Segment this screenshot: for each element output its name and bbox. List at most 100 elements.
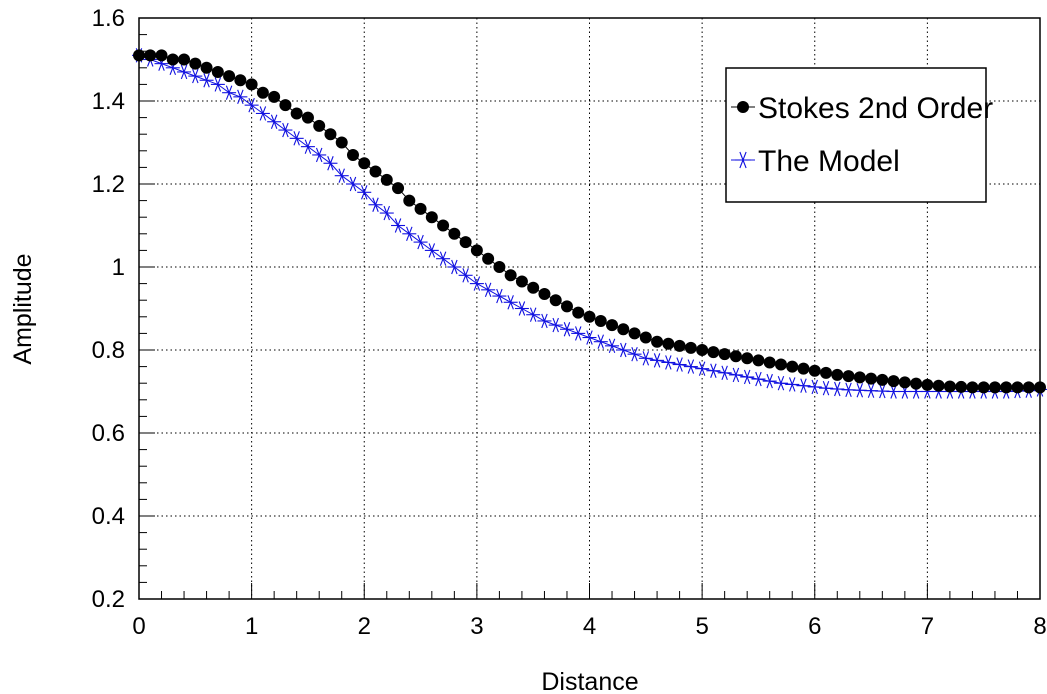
- asterisk-stroke: [755, 371, 762, 387]
- asterisk-stroke: [766, 373, 773, 389]
- asterisk-stroke: [518, 301, 526, 316]
- x-tick-label: 7: [921, 613, 934, 640]
- point-stokes: [729, 350, 742, 363]
- point-stokes: [977, 381, 990, 394]
- point-stokes: [639, 331, 652, 344]
- point-stokes: [583, 310, 596, 323]
- asterisk-stroke: [743, 369, 751, 385]
- series-stokes: [133, 49, 1046, 394]
- asterisk-stroke: [417, 234, 424, 250]
- point-model: [593, 334, 608, 349]
- point-model: [391, 218, 406, 233]
- point-stokes: [346, 148, 359, 161]
- asterisk-stroke: [259, 106, 267, 121]
- point-model: [503, 295, 518, 310]
- point-stokes: [144, 49, 157, 62]
- point-stokes: [301, 111, 314, 124]
- asterisk-stroke: [856, 383, 864, 398]
- point-stokes: [797, 362, 810, 375]
- point-model: [706, 363, 721, 378]
- point-stokes: [887, 375, 900, 388]
- point-model: [210, 77, 225, 92]
- point-stokes: [786, 360, 799, 373]
- point-model: [526, 307, 541, 322]
- point-model: [785, 377, 800, 392]
- x-tick-label: 2: [358, 613, 371, 640]
- point-stokes: [774, 358, 787, 371]
- asterisk-stroke: [879, 383, 886, 399]
- point-stokes: [684, 341, 697, 354]
- asterisk-stroke: [608, 338, 616, 354]
- asterisk-stroke: [473, 276, 481, 291]
- asterisk-stroke: [496, 288, 503, 304]
- asterisk-stroke: [248, 97, 255, 113]
- point-stokes: [133, 49, 145, 62]
- y-tick-label: 1.4: [92, 88, 125, 115]
- asterisk-stroke: [788, 377, 796, 392]
- point-stokes: [155, 49, 168, 62]
- point-model: [683, 359, 698, 374]
- point-stokes: [414, 202, 427, 215]
- point-stokes: [988, 381, 1001, 394]
- point-model: [447, 259, 462, 275]
- x-tick-label: 6: [808, 613, 821, 640]
- asterisk-stroke: [739, 151, 747, 169]
- asterisk-stroke: [293, 131, 300, 146]
- asterisk-stroke: [315, 147, 323, 163]
- point-model: [222, 85, 237, 100]
- point-stokes: [820, 366, 833, 379]
- point-model: [672, 357, 687, 372]
- point-stokes: [1022, 381, 1035, 394]
- point-stokes: [425, 211, 438, 224]
- y-axis-tick-labels: 0.2 0.4 0.6 0.8 1 1.2 1.4 1.6: [92, 5, 125, 613]
- point-model: [728, 367, 743, 383]
- point-model: [661, 355, 676, 370]
- asterisk-stroke: [631, 346, 638, 362]
- point-stokes: [831, 368, 844, 381]
- point-model: [582, 330, 597, 345]
- y-tick-label: 1.6: [92, 5, 125, 32]
- asterisk-stroke: [349, 176, 357, 192]
- asterisk-stroke: [597, 334, 604, 349]
- asterisk-stroke: [665, 355, 672, 370]
- point-stokes: [324, 128, 337, 141]
- point-stokes: [211, 65, 224, 78]
- legend-marker-stokes: [737, 101, 749, 113]
- point-stokes: [741, 352, 754, 365]
- point-model: [278, 122, 293, 138]
- point-model: [255, 106, 270, 121]
- point-stokes: [594, 314, 607, 327]
- point-stokes: [853, 371, 866, 384]
- point-model: [819, 380, 834, 396]
- asterisk-stroke: [383, 205, 391, 221]
- point-stokes: [1011, 381, 1024, 394]
- asterisk-stroke: [439, 251, 447, 266]
- point-model: [605, 338, 620, 354]
- point-model: [807, 379, 822, 395]
- point-stokes: [403, 194, 416, 207]
- asterisk-stroke: [822, 380, 830, 396]
- point-stokes: [178, 53, 191, 66]
- point-model: [627, 346, 642, 362]
- point-model: [492, 288, 507, 304]
- point-model: [616, 342, 631, 358]
- point-stokes: [606, 319, 619, 332]
- point-stokes: [189, 57, 202, 70]
- legend: Stokes 2nd Order The Model: [725, 67, 993, 203]
- point-model: [379, 205, 394, 221]
- asterisk-stroke: [698, 361, 706, 376]
- point-model: [469, 276, 484, 291]
- asterisk-stroke: [620, 342, 627, 358]
- asterisk-stroke: [406, 226, 413, 241]
- asterisk-stroke: [361, 185, 368, 200]
- asterisk-stroke: [845, 382, 852, 398]
- point-stokes: [200, 61, 213, 74]
- asterisk-stroke: [867, 383, 875, 398]
- point-stokes: [279, 99, 292, 112]
- point-stokes: [763, 356, 776, 369]
- point-stokes: [1034, 381, 1046, 394]
- point-model: [830, 381, 845, 397]
- point-stokes: [707, 346, 720, 359]
- plot-frame: [138, 17, 1041, 600]
- asterisk-stroke: [653, 353, 661, 368]
